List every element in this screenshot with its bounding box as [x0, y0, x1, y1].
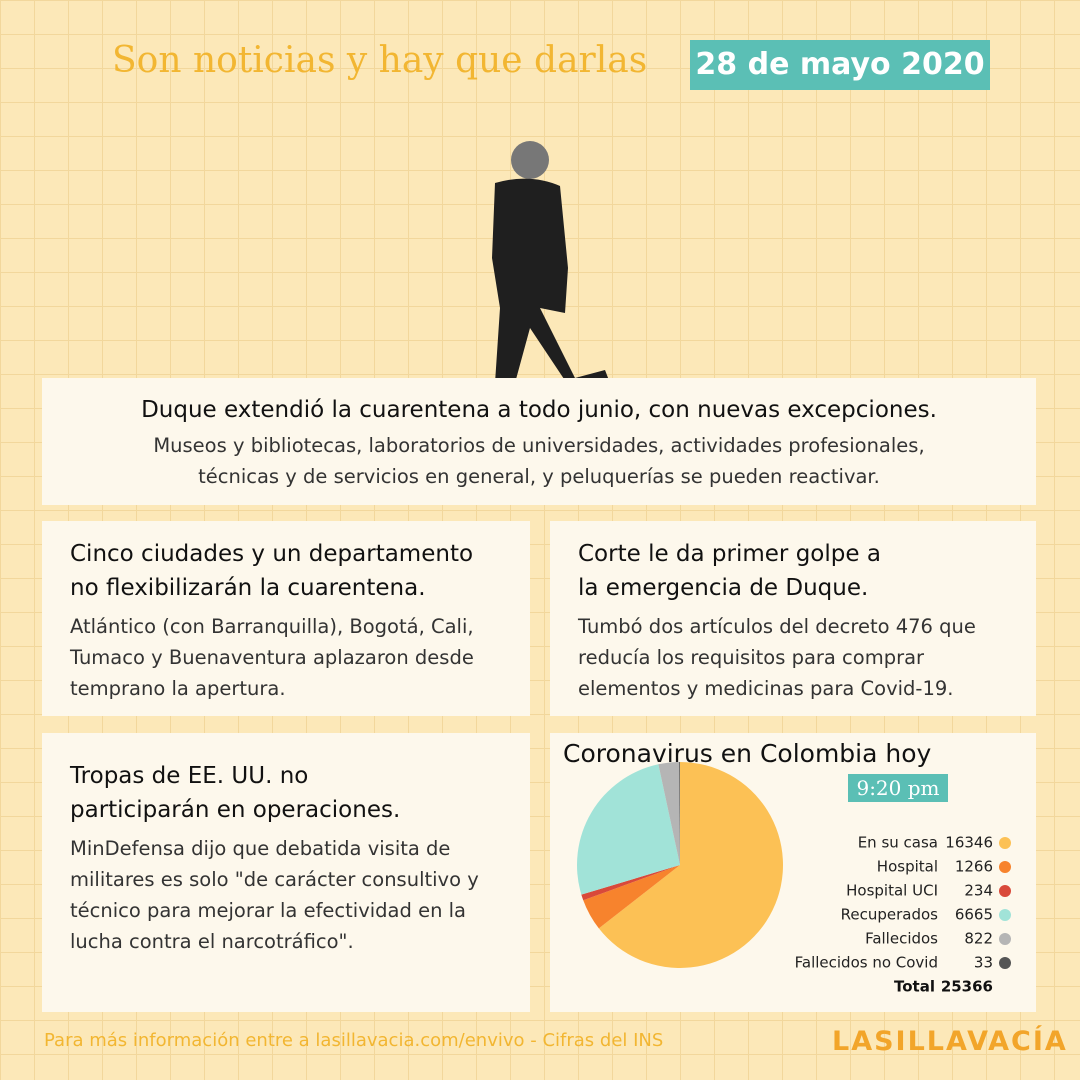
pie-slice [577, 764, 680, 895]
legend-value: 33 [974, 954, 993, 972]
legend-label: En su casa [858, 834, 938, 852]
story-body-line: Tumaco y Buenaventura aplazaron desde [70, 646, 474, 669]
pie-slice [581, 865, 680, 901]
story-headline-line: Cinco ciudades y un departamento [70, 541, 474, 567]
total-value: 25366 [941, 978, 993, 996]
chart-title: Coronavirus en Colombia hoy [563, 739, 932, 768]
legend-dot [999, 837, 1011, 849]
legend-value: 234 [964, 882, 993, 900]
date-badge: 28 de mayo 2020 [690, 40, 990, 90]
legend-dot [999, 933, 1011, 945]
legend-value: 822 [964, 930, 993, 948]
lead-body-line: Museos y bibliotecas, laboratorios de un… [153, 434, 925, 457]
pie-slice [583, 865, 680, 929]
story-body-line: elementos y medicinas para Covid-19. [578, 677, 954, 700]
logo: LASILLAVACÍA [832, 1026, 1068, 1057]
legend-dot [999, 957, 1011, 969]
story-headline-line: no flexibilizarán la cuarentena. [70, 575, 426, 601]
lead-box: Duque extendió la cuarentena a todo juni… [42, 378, 1036, 505]
story-body-line: militares es solo "de carácter consultiv… [70, 868, 479, 891]
pie-slice [679, 762, 680, 865]
legend-dot [999, 885, 1011, 897]
story-body-line: técnico para mejorar la efectividad en l… [70, 899, 466, 922]
pie-slice [598, 762, 783, 969]
legend-label: Hospital UCI [846, 882, 938, 900]
legend-label: Fallecidos [865, 930, 938, 948]
story-body-line: Atlántico (con Barranquilla), Bogotá, Ca… [70, 615, 474, 638]
total-label: Total [894, 978, 935, 996]
story-body-line: Tumbó dos artículos del decreto 476 que [578, 615, 976, 638]
time-badge: 9:20 pm [848, 774, 948, 802]
photo [492, 141, 610, 388]
story-headline-line: la emergencia de Duque. [578, 575, 869, 601]
legend-value: 6665 [955, 906, 993, 924]
pie-slice [658, 762, 680, 865]
legend-dot [999, 861, 1011, 873]
legend-label: Recuperados [841, 906, 939, 924]
lead-body-line: técnicas y de servicios en general, y pe… [198, 465, 880, 488]
lead-headline: Duque extendió la cuarentena a todo juni… [141, 397, 937, 423]
story-headline-line: Corte le da primer golpe a [578, 541, 881, 567]
story-body-line: lucha contra el narcotráfico". [70, 930, 354, 953]
legend-value: 16346 [945, 834, 993, 852]
legend-dot [999, 909, 1011, 921]
story-body-line: temprano la apertura. [70, 677, 286, 700]
legend-label: Hospital [877, 858, 938, 876]
footer: Para más información entre a lasillavaci… [44, 1030, 664, 1051]
story-box: Tropas de EE. UU. no participarán en oper… [42, 733, 530, 1012]
title: Son noticias y hay que darlas [112, 40, 648, 81]
story-headline-line: Tropas de EE. UU. no [70, 763, 309, 789]
story-box: Cinco ciudades y un departamento no flexi… [42, 521, 530, 716]
story-body-line: reducía los requisitos para comprar [578, 646, 925, 669]
legend-label: Fallecidos no Covid [795, 954, 938, 972]
story-box: Corte le da primer golpe a la emergencia … [550, 521, 1036, 716]
story-headline-line: participarán en operaciones. [70, 797, 401, 823]
story-body-line: MinDefensa dijo que debatida visita de [70, 837, 451, 860]
legend-value: 1266 [955, 858, 993, 876]
